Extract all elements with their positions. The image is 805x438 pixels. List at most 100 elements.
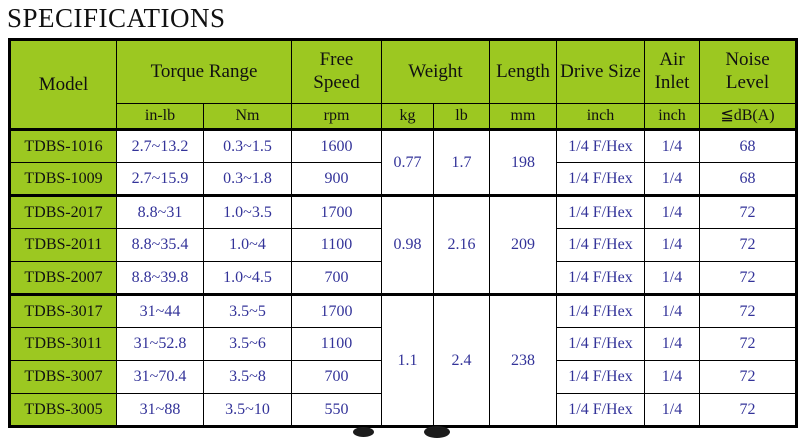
torque-nm-cell: 3.5~6	[203, 327, 292, 361]
weight-lb-cell: 2.16	[433, 194, 490, 295]
noise-level-cell: 72	[699, 393, 797, 427]
unit-speed-rpm: rpm	[291, 103, 382, 130]
drive-size-cell: 1/4 F/Hex	[556, 261, 645, 295]
noise-level-cell: 72	[699, 293, 797, 328]
weight-kg-cell: 0.98	[381, 194, 434, 295]
unit-weight-lb: lb	[433, 103, 490, 130]
model-cell: TDBS-3005	[9, 393, 117, 427]
air-inlet-cell: 1/4	[644, 360, 700, 394]
table-units-row: in-lb Nm rpm kg lb mm inch inch ≦dB(A)	[10, 103, 797, 130]
table-row: TDBS-1016 2.7~13.2 0.3~1.5 1600 0.77 1.7…	[9, 128, 797, 196]
drive-size-cell: 1/4 F/Hex	[556, 128, 645, 163]
noise-level-cell: 72	[699, 228, 797, 262]
table-row: TDBS-2007 8.8~39.8 1.0~4.5 700 1/4 F/Hex…	[9, 261, 797, 295]
free-speed-cell: 1700	[291, 194, 382, 229]
torque-nm-cell: 1.0~3.5	[203, 194, 292, 229]
cutoff-image-top-edge	[424, 426, 450, 438]
column-header-drive-size: Drive Size	[556, 39, 645, 104]
torque-nm-cell: 0.3~1.5	[203, 128, 292, 163]
drive-size-cell: 1/4 F/Hex	[556, 393, 645, 427]
length-mm-cell: 198	[489, 128, 557, 196]
torque-inlb-cell: 31~70.4	[116, 360, 204, 394]
air-inlet-cell: 1/4	[644, 128, 700, 163]
length-mm-cell: 209	[489, 194, 557, 295]
drive-size-cell: 1/4 F/Hex	[556, 194, 645, 229]
free-speed-cell: 700	[291, 261, 382, 295]
table-row: TDBS-1009 2.7~15.9 0.3~1.8 900 1/4 F/Hex…	[9, 162, 797, 196]
table-row: TDBS-3017 31~44 3.5~5 1700 1.1 2.4 238 1…	[9, 293, 797, 427]
noise-level-cell: 72	[699, 261, 797, 295]
air-inlet-cell: 1/4	[644, 162, 700, 196]
column-header-noise-level-label: Noise Level	[725, 49, 770, 93]
unit-noise-db: ≦dB(A)	[699, 103, 797, 130]
weight-lb-cell: 2.4	[433, 293, 490, 427]
unit-torque-nm: Nm	[203, 103, 292, 130]
noise-level-cell: 72	[699, 194, 797, 229]
free-speed-cell: 700	[291, 360, 382, 394]
model-cell: TDBS-2011	[9, 228, 117, 262]
model-cell: TDBS-1016	[9, 128, 117, 163]
free-speed-cell: 1100	[291, 228, 382, 262]
noise-level-cell: 68	[699, 128, 797, 163]
column-header-free-speed: Free Speed	[291, 39, 382, 104]
air-inlet-cell: 1/4	[644, 393, 700, 427]
column-header-air-inlet-label: Air Inlet	[654, 49, 690, 93]
column-header-weight: Weight	[381, 39, 490, 104]
torque-inlb-cell: 8.8~31	[116, 194, 204, 229]
torque-nm-cell: 0.3~1.8	[203, 162, 292, 196]
torque-nm-cell: 3.5~10	[203, 393, 292, 427]
air-inlet-cell: 1/4	[644, 261, 700, 295]
column-header-air-inlet: Air Inlet	[644, 39, 700, 104]
drive-size-cell: 1/4 F/Hex	[556, 293, 645, 328]
table-row: TDBS-2017 8.8~31 1.0~3.5 1700 0.98 2.16 …	[9, 194, 797, 295]
table-row: TDBS-2011 8.8~35.4 1.0~4 1100 1/4 F/Hex …	[9, 228, 797, 262]
model-cell: TDBS-3011	[9, 327, 117, 361]
free-speed-cell: 550	[291, 393, 382, 427]
torque-nm-cell: 1.0~4.5	[203, 261, 292, 295]
drive-size-cell: 1/4 F/Hex	[556, 327, 645, 361]
cutoff-image-top-edge	[353, 427, 374, 437]
torque-inlb-cell: 31~52.8	[116, 327, 204, 361]
table-row: TDBS-3005 31~88 3.5~10 550 1/4 F/Hex 1/4…	[9, 393, 797, 427]
torque-inlb-cell: 31~44	[116, 293, 204, 328]
column-header-length: Length	[489, 39, 557, 104]
torque-inlb-cell: 2.7~13.2	[116, 128, 204, 163]
table-row: TDBS-3011 31~52.8 3.5~6 1100 1/4 F/Hex 1…	[9, 327, 797, 361]
unit-drive-inch: inch	[556, 103, 645, 130]
torque-inlb-cell: 31~88	[116, 393, 204, 427]
table-header-row: Model Torque Range Free Speed Weight Len…	[9, 39, 797, 130]
column-header-model: Model	[9, 39, 117, 130]
drive-size-cell: 1/4 F/Hex	[556, 360, 645, 394]
torque-nm-cell: 1.0~4	[203, 228, 292, 262]
air-inlet-cell: 1/4	[644, 228, 700, 262]
table-row: TDBS-3007 31~70.4 3.5~8 700 1/4 F/Hex 1/…	[9, 360, 797, 394]
model-cell: TDBS-1009	[9, 162, 117, 196]
torque-inlb-cell: 8.8~35.4	[116, 228, 204, 262]
noise-level-cell: 72	[699, 360, 797, 394]
model-cell: TDBS-2007	[9, 261, 117, 295]
unit-length-mm: mm	[489, 103, 557, 130]
free-speed-cell: 1600	[291, 128, 382, 163]
air-inlet-cell: 1/4	[644, 194, 700, 229]
free-speed-cell: 1700	[291, 293, 382, 328]
free-speed-cell: 900	[291, 162, 382, 196]
column-header-free-speed-label: Free Speed	[313, 49, 360, 93]
model-cell: TDBS-3017	[9, 293, 117, 328]
noise-level-cell: 72	[699, 327, 797, 361]
torque-nm-cell: 3.5~5	[203, 293, 292, 328]
torque-nm-cell: 3.5~8	[203, 360, 292, 394]
torque-inlb-cell: 2.7~15.9	[116, 162, 204, 196]
model-cell: TDBS-3007	[9, 360, 117, 394]
torque-inlb-cell: 8.8~39.8	[116, 261, 204, 295]
column-header-noise-level: Noise Level	[699, 39, 797, 104]
free-speed-cell: 1100	[291, 327, 382, 361]
weight-kg-cell: 1.1	[381, 293, 434, 427]
drive-size-cell: 1/4 F/Hex	[556, 162, 645, 196]
unit-torque-inlb: in-lb	[116, 103, 204, 130]
column-header-torque-range: Torque Range	[116, 39, 292, 104]
length-mm-cell: 238	[489, 293, 557, 427]
page-title: SPECIFICATIONS	[7, 3, 226, 33]
air-inlet-cell: 1/4	[644, 327, 700, 361]
specifications-table: Model Torque Range Free Speed Weight Len…	[8, 38, 798, 428]
